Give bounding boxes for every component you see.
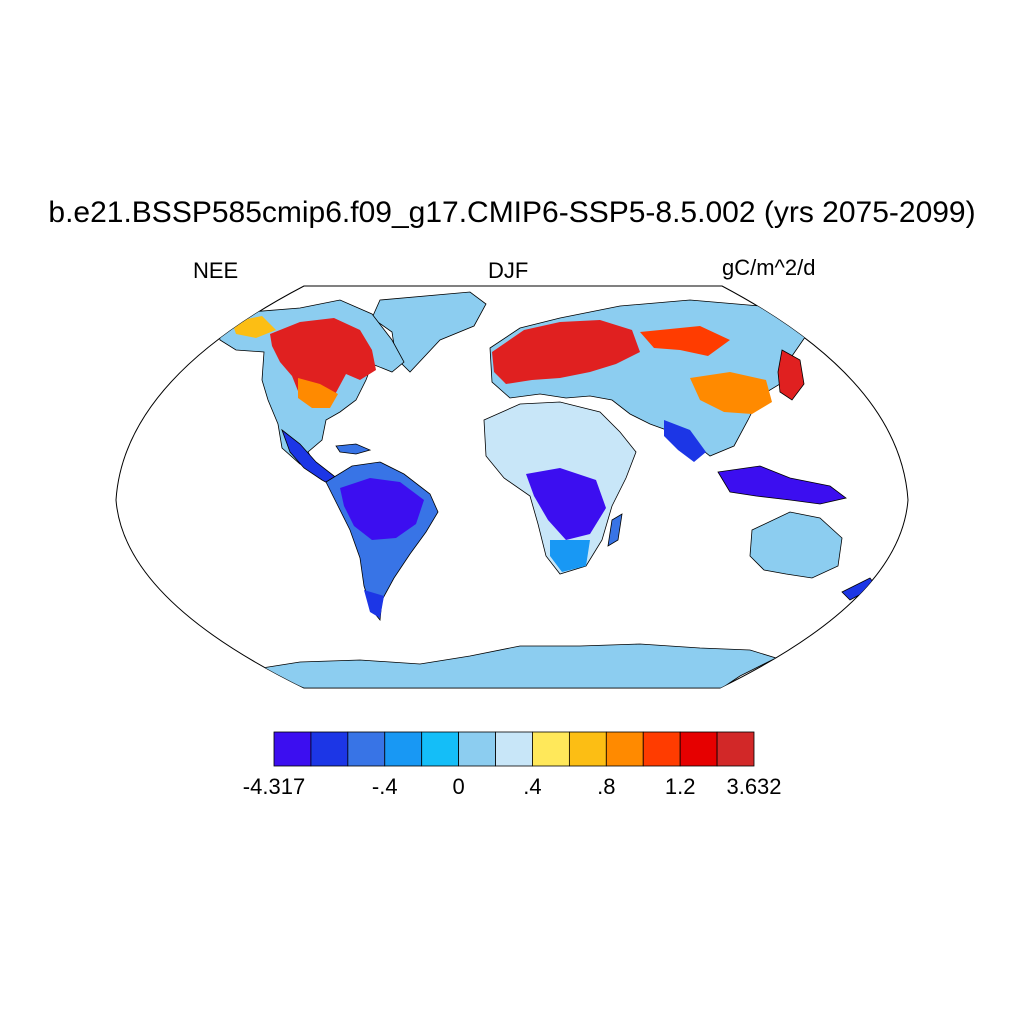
- colorbar-swatch: [495, 731, 533, 767]
- colorbar-swatch: [642, 731, 681, 767]
- madagascar-landmass: [607, 513, 623, 547]
- greenland-landmass: [371, 291, 487, 373]
- colorbar-tick-label: .4: [523, 774, 542, 799]
- variable-label: NEE: [193, 258, 239, 283]
- central-africa-uptake-region: [526, 468, 606, 540]
- amazon-uptake-region: [340, 478, 424, 540]
- antarctica-landmass: [260, 643, 778, 688]
- colorbar-swatch: [273, 731, 312, 767]
- colorbar-swatch: [310, 731, 349, 767]
- colorbar-swatch: [605, 731, 644, 767]
- colorbar: [273, 731, 755, 767]
- colorbar-tick-label: -4.317: [242, 774, 306, 799]
- russia-warm-band: [640, 326, 730, 356]
- colorbar-swatch: [384, 731, 423, 767]
- colorbar-tick-label: 0: [452, 774, 465, 799]
- figure-title: b.e21.BSSP585cmip6.f09_g17.CMIP6-SSP5-8.…: [48, 196, 976, 229]
- japan-warm-region: [777, 349, 805, 401]
- north-america-orange-band: [298, 378, 338, 408]
- colorbar-swatch: [532, 731, 570, 767]
- patagonia-region: [364, 590, 384, 618]
- southern-africa-region: [550, 540, 590, 572]
- colorbar-tick-label: -.4: [371, 774, 398, 799]
- season-label: DJF: [488, 258, 529, 283]
- north-america-warm-region: [270, 318, 376, 404]
- china-warm-region: [690, 372, 772, 414]
- colorbar-swatch: [679, 731, 718, 767]
- colorbar-swatch: [716, 731, 755, 767]
- units-label: gC/m^2/d: [722, 255, 816, 280]
- colorbar-swatch: [568, 731, 607, 767]
- colorbar-tick-label: .8: [597, 774, 616, 799]
- southeast-asia-islands: [717, 465, 847, 505]
- south-asia-uptake-region: [664, 420, 706, 462]
- australia-landmass: [749, 511, 843, 579]
- colorbar-swatch: [421, 731, 460, 767]
- colorbar-swatch: [458, 731, 496, 767]
- colorbar-tick-label: 3.632: [726, 774, 782, 799]
- europe-warm-region: [492, 320, 640, 384]
- colorbar-swatch: [347, 731, 386, 767]
- caribbean-islands: [335, 443, 372, 455]
- colorbar-tick-label: 1.2: [664, 774, 696, 799]
